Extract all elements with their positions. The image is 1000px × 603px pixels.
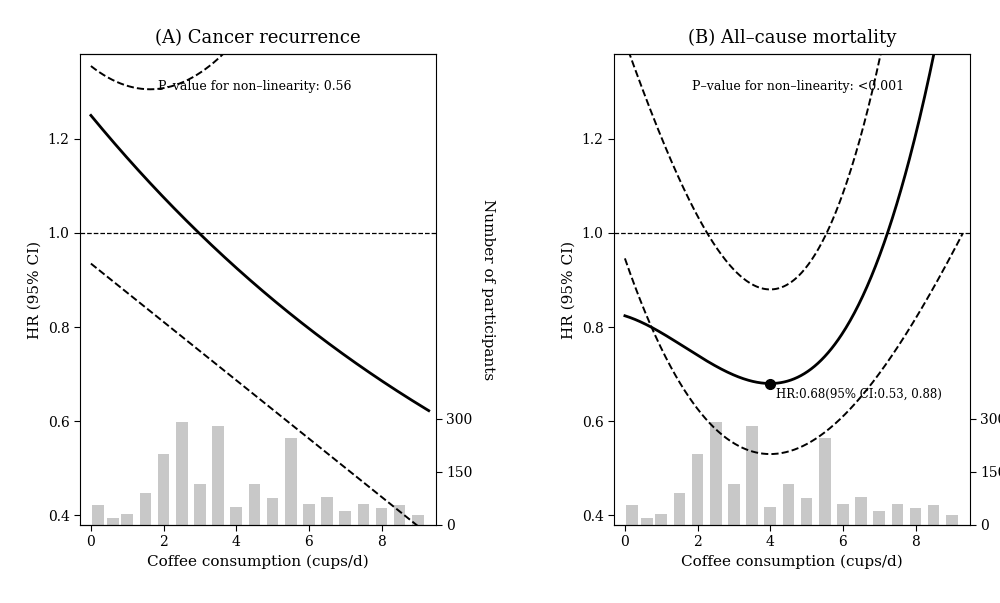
Bar	[783, 484, 794, 525]
Bar	[267, 498, 278, 525]
Bar	[230, 507, 242, 525]
Bar	[92, 505, 104, 525]
Bar	[710, 422, 722, 525]
Bar	[764, 507, 776, 525]
Text: P–value for non–linearity: 0.56: P–value for non–linearity: 0.56	[158, 80, 352, 93]
Bar	[339, 511, 351, 525]
Bar	[140, 493, 151, 525]
Bar	[321, 497, 333, 525]
Bar	[107, 518, 119, 525]
Title: (B) All–cause mortality: (B) All–cause mortality	[688, 29, 896, 47]
Bar	[837, 504, 849, 525]
Text: HR:0.68(95% CI:0.53, 0.88): HR:0.68(95% CI:0.53, 0.88)	[776, 388, 942, 401]
Bar	[873, 511, 885, 525]
Bar	[801, 498, 812, 525]
Bar	[728, 484, 740, 525]
Bar	[910, 508, 921, 525]
Bar	[158, 454, 169, 525]
Bar	[394, 505, 405, 525]
Bar	[946, 515, 958, 525]
Bar	[121, 514, 133, 525]
Bar	[212, 426, 224, 525]
Y-axis label: HR (95% CI): HR (95% CI)	[28, 241, 42, 338]
Bar	[376, 508, 387, 525]
Text: P–value for non–linearity: <0.001: P–value for non–linearity: <0.001	[692, 80, 904, 93]
Y-axis label: Number of participants: Number of participants	[481, 199, 495, 380]
Bar	[176, 422, 188, 525]
Bar	[746, 426, 758, 525]
Bar	[285, 438, 297, 525]
Bar	[194, 484, 206, 525]
Bar	[641, 518, 653, 525]
X-axis label: Coffee consumption (cups/d): Coffee consumption (cups/d)	[147, 555, 369, 569]
Bar	[358, 504, 369, 525]
Y-axis label: HR (95% CI): HR (95% CI)	[562, 241, 576, 338]
Bar	[249, 484, 260, 525]
Bar	[626, 505, 638, 525]
Bar	[928, 505, 939, 525]
Title: (A) Cancer recurrence: (A) Cancer recurrence	[155, 29, 361, 47]
Bar	[303, 504, 315, 525]
Bar	[692, 454, 703, 525]
Bar	[412, 515, 424, 525]
Bar	[892, 504, 903, 525]
Bar	[655, 514, 667, 525]
Bar	[855, 497, 867, 525]
X-axis label: Coffee consumption (cups/d): Coffee consumption (cups/d)	[681, 555, 903, 569]
Bar	[674, 493, 685, 525]
Bar	[819, 438, 831, 525]
